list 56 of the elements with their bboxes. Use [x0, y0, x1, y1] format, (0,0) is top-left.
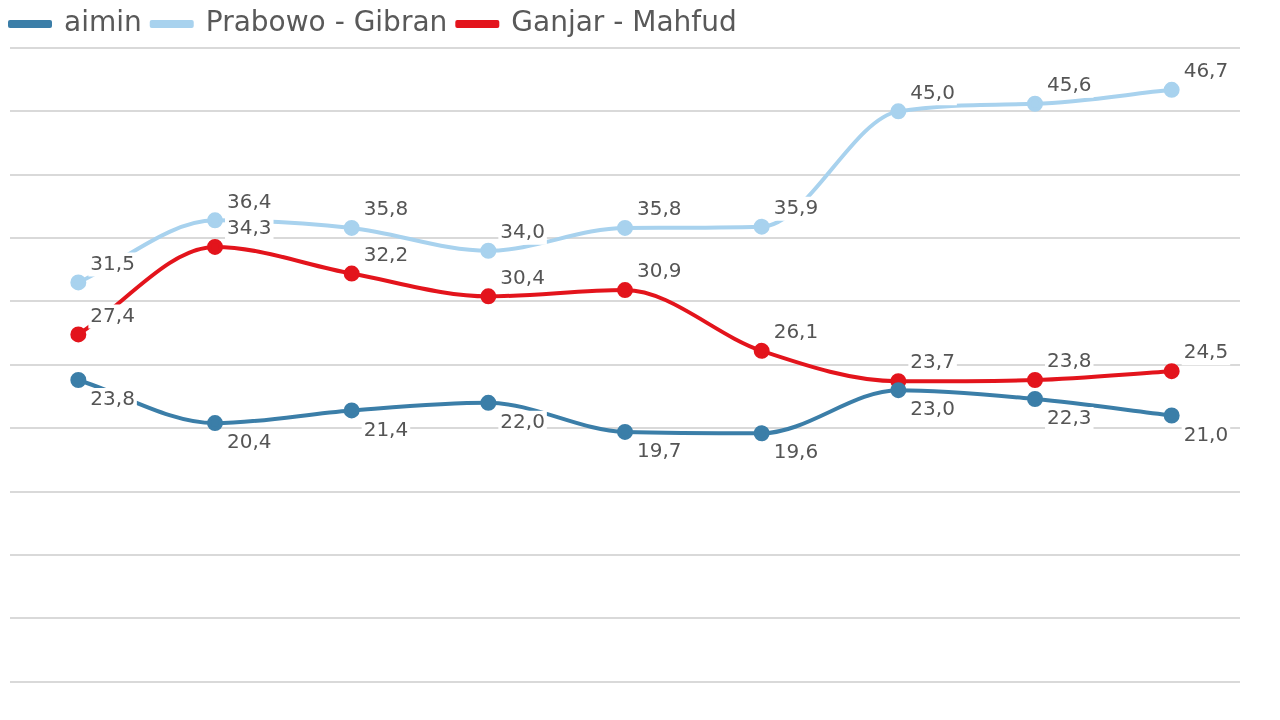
point: [1163, 407, 1180, 424]
data-label: 32,2: [363, 241, 409, 266]
point: [343, 402, 360, 419]
data-label: 23,8: [1047, 348, 1092, 373]
data-label: 21,0: [1183, 421, 1229, 446]
data-label: 30,9: [637, 258, 682, 283]
data-label: 23,0: [910, 396, 955, 421]
data-label: 35,9: [773, 194, 819, 219]
data-label: 24,5: [1183, 339, 1229, 364]
data-label: 30,4: [500, 264, 545, 289]
point: [890, 103, 907, 120]
data-label: 45,0: [910, 79, 955, 104]
data-label: 21,4: [363, 416, 409, 441]
point: [480, 288, 497, 305]
point: [207, 212, 223, 229]
point: [1163, 81, 1180, 98]
point: [753, 218, 770, 235]
point: [207, 415, 223, 432]
data-label: 34,0: [500, 218, 545, 243]
data-label: 27,4: [90, 302, 135, 327]
point: [617, 282, 633, 299]
point: [343, 265, 360, 282]
point: [207, 238, 223, 255]
point: [1163, 363, 1180, 380]
point: [890, 382, 907, 399]
point: [480, 242, 497, 259]
point: [617, 219, 633, 236]
point: [1027, 95, 1043, 112]
legend-label: Ganjar - Mahfud: [511, 5, 737, 39]
data-label: 35,8: [637, 196, 682, 221]
legend-label: Prabowo - Gibran: [205, 5, 448, 39]
point: [1027, 372, 1043, 389]
point: [1027, 391, 1043, 408]
data-label: 23,7: [910, 349, 955, 374]
data-label: 23,8: [90, 386, 135, 411]
data-label: 20,4: [227, 429, 272, 454]
data-label: 34,3: [227, 215, 272, 240]
data-label: 22,0: [500, 409, 545, 434]
data-label: 19,6: [773, 439, 819, 464]
point: [70, 326, 87, 343]
point: [753, 425, 770, 442]
data-label: 46,7: [1183, 58, 1229, 83]
data-label: 36,4: [227, 188, 272, 213]
data-label: 22,3: [1047, 405, 1092, 430]
data-label: 26,1: [773, 319, 819, 344]
data-label: 35,8: [363, 196, 409, 221]
point: [343, 219, 360, 236]
point: [70, 372, 87, 389]
point: [753, 342, 770, 359]
point: [70, 274, 87, 291]
data-label: 31,5: [90, 250, 135, 275]
point: [480, 394, 497, 411]
data-label: 45,6: [1047, 71, 1092, 96]
data-label: 19,7: [637, 438, 682, 463]
point: [617, 423, 633, 440]
legend-label: aimin: [64, 5, 142, 39]
